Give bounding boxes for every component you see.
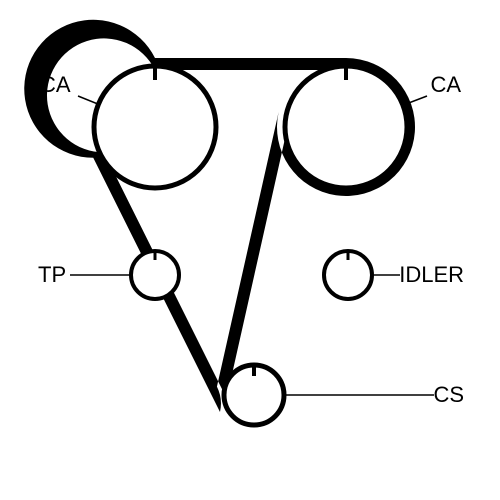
label-cs: CS	[433, 382, 464, 407]
camshaft-pulley-right	[285, 66, 407, 188]
label-ca-left: CA	[40, 72, 71, 97]
label-idler: IDLER	[399, 262, 464, 287]
label-ca-right: CA	[430, 72, 461, 97]
camshaft-pulley-left	[94, 66, 216, 188]
timing-belt-diagram: CA CA TP IDLER CS	[0, 0, 500, 500]
label-tp: TP	[38, 262, 66, 287]
